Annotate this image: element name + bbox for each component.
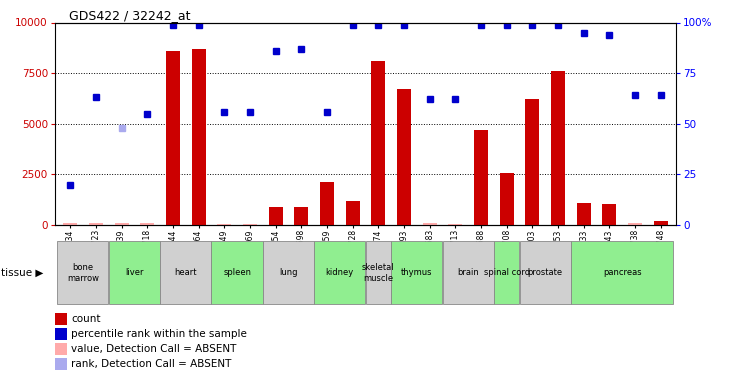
Bar — [371, 61, 385, 225]
Text: spinal cord: spinal cord — [484, 268, 530, 278]
Bar — [366, 242, 391, 304]
Text: GDS422 / 32242_at: GDS422 / 32242_at — [69, 9, 191, 22]
Bar — [628, 224, 642, 225]
Bar — [211, 242, 262, 304]
Bar — [391, 242, 442, 304]
Text: brain: brain — [458, 268, 479, 278]
Bar — [115, 223, 129, 225]
Bar — [571, 242, 673, 304]
Bar — [520, 242, 571, 304]
Bar — [551, 71, 565, 225]
Text: skeletal
muscle: skeletal muscle — [362, 263, 395, 282]
Bar — [602, 204, 616, 225]
Text: liver: liver — [125, 268, 144, 278]
Text: tissue ▶: tissue ▶ — [1, 268, 44, 278]
Text: lung: lung — [279, 268, 298, 278]
Bar — [494, 242, 519, 304]
Text: heart: heart — [175, 268, 197, 278]
Bar — [448, 224, 463, 225]
Bar — [55, 328, 67, 340]
Bar — [654, 221, 668, 225]
Text: spleen: spleen — [223, 268, 251, 278]
Text: value, Detection Call = ABSENT: value, Detection Call = ABSENT — [72, 344, 237, 354]
Bar — [89, 224, 103, 225]
Text: prostate: prostate — [528, 268, 563, 278]
Bar — [55, 343, 67, 355]
Bar — [526, 99, 539, 225]
Text: percentile rank within the sample: percentile rank within the sample — [72, 329, 247, 339]
Bar — [577, 203, 591, 225]
Text: rank, Detection Call = ABSENT: rank, Detection Call = ABSENT — [72, 359, 232, 369]
Bar — [268, 207, 283, 225]
Text: count: count — [72, 314, 101, 324]
Bar — [55, 313, 67, 325]
Bar — [58, 242, 108, 304]
Bar — [140, 223, 154, 225]
Bar — [55, 358, 67, 370]
Bar — [346, 201, 360, 225]
Bar — [166, 51, 180, 225]
Text: thymus: thymus — [401, 268, 433, 278]
Bar — [320, 183, 334, 225]
Text: kidney: kidney — [326, 268, 354, 278]
Bar — [243, 224, 257, 225]
Bar — [192, 49, 205, 225]
Bar — [500, 173, 514, 225]
Text: pancreas: pancreas — [603, 268, 642, 278]
Bar — [423, 224, 436, 225]
Bar — [442, 242, 493, 304]
Bar — [160, 242, 211, 304]
Bar — [295, 207, 308, 225]
Bar — [397, 89, 411, 225]
Bar — [263, 242, 314, 304]
Bar — [217, 224, 231, 225]
Bar — [63, 223, 77, 225]
Text: bone
marrow: bone marrow — [67, 263, 99, 282]
Bar — [314, 242, 366, 304]
Bar — [109, 242, 160, 304]
Bar — [474, 130, 488, 225]
